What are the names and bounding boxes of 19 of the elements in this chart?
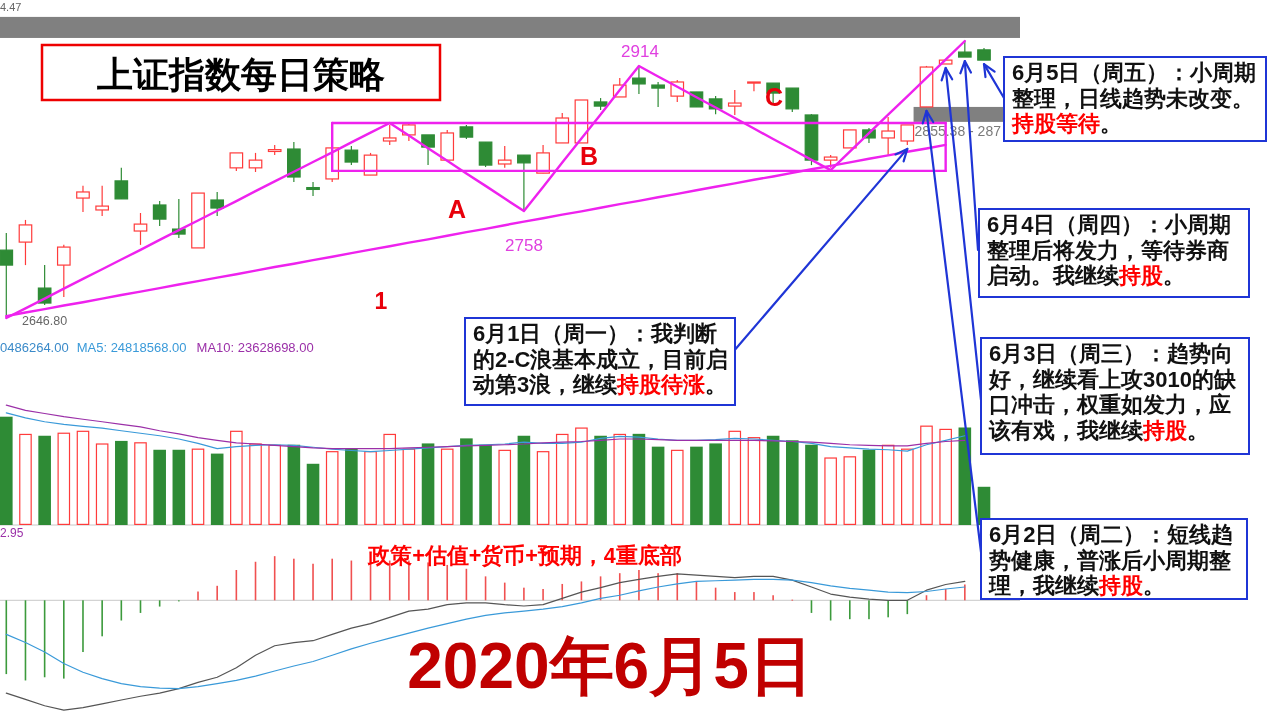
- text: 0486264.00: [0, 340, 69, 355]
- annotation: B: [579, 142, 599, 170]
- annotation: A: [447, 195, 467, 223]
- text: 2.95: [0, 526, 24, 540]
- annotation: 2646.80: [22, 314, 68, 328]
- text: 6月1日（周一）：我判断的2-C浪基本成立，目前启动第3浪，继续持股待涨。: [464, 317, 736, 406]
- annotation: 2914: [621, 42, 659, 61]
- text: 6月5日（周五）：小周期整理，日线趋势未改变。持股等待。: [1003, 56, 1267, 142]
- text: 4.47: [0, 1, 22, 13]
- annotation: 6月3日（周三）：趋势向好，继续看上攻3010的缺口冲击，权重如发力，应该有戏，我继续持股。: [980, 337, 1250, 455]
- annotation: 政策+估值+货币+预期，4重底部: [367, 543, 682, 568]
- chart-title: 上证指数每日策略: [97, 54, 385, 95]
- annotation: 2020年6月5日: [407, 630, 813, 702]
- annotation: 2758: [505, 236, 543, 255]
- text: MA5: 24818568.00: [76, 340, 187, 355]
- text: MA10: 23628698.00: [196, 340, 314, 355]
- annotation: 1: [374, 288, 388, 314]
- annotation: 6月2日（周二）：短线趋势健康，普涨后小周期整理，我继续持股。: [980, 518, 1248, 600]
- annotation: 6月4日（周四）：小周期整理后将发力，等待券商启动。我继续持股。: [978, 208, 1250, 298]
